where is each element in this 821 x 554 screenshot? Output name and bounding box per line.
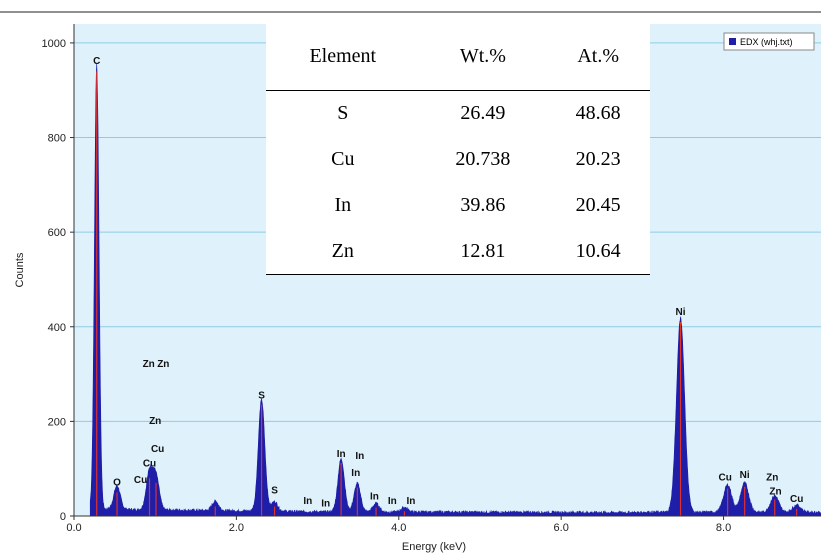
cell-at: 10.64 xyxy=(546,228,650,276)
cell-wt: 20.738 xyxy=(455,147,511,170)
legend-box xyxy=(723,32,815,51)
cell-at: 48.68 xyxy=(575,101,621,124)
peak-label: Cu xyxy=(134,475,147,486)
legend-swatch xyxy=(729,38,736,45)
cell-element: In xyxy=(334,193,352,216)
y-tick-label: 200 xyxy=(48,416,66,428)
spectrum-area xyxy=(89,63,821,517)
peak-label: In xyxy=(337,449,346,460)
peak-label: Ni xyxy=(740,470,750,481)
table-row: S 26.49 48.68 xyxy=(266,90,650,136)
peak-label: C xyxy=(93,56,100,67)
cell-element: Cu xyxy=(331,147,355,170)
peak-label: Zn xyxy=(149,416,161,427)
peak-label: Zn xyxy=(143,359,155,370)
header-at-percent: At.% xyxy=(546,24,650,91)
peak-label: Zn xyxy=(769,487,781,498)
y-tick-label: 600 xyxy=(48,227,66,239)
peak-label: In xyxy=(407,496,416,507)
peak-label: In xyxy=(355,451,364,462)
composition-table: Element Wt.% At.% S 26.49 48.68 Cu 20.73… xyxy=(266,24,650,276)
peak-label: S xyxy=(258,391,265,402)
axes xyxy=(73,24,821,517)
peak-label: In xyxy=(370,491,379,502)
y-tick-label: 0 xyxy=(60,511,66,523)
x-axis-label: Energy (keV) xyxy=(402,541,466,553)
peak-label: Cu xyxy=(151,444,164,455)
table-row: In 39.86 20.45 xyxy=(266,182,650,228)
y-tick-label: 800 xyxy=(48,133,66,145)
peak-label: Cu xyxy=(790,494,803,505)
peak-label: Ni xyxy=(676,307,686,318)
header-wt-percent: Wt.% xyxy=(419,24,547,91)
y-tick-label: 400 xyxy=(48,322,66,334)
cell-element: S xyxy=(337,101,349,124)
tick-labels: 0 200 400 600 800 1000 0.0 2.0 4.0 6.0 8.0 xyxy=(42,38,732,534)
x-tick-label: 0.0 xyxy=(66,522,81,534)
cell-wt: 12.81 xyxy=(419,228,547,276)
peak-label: In xyxy=(351,468,360,479)
peak-label: Cu xyxy=(143,458,156,469)
x-tick-label: 6.0 xyxy=(554,522,569,534)
peak-markers xyxy=(96,71,798,516)
table-header-row: Element Wt.% At.% xyxy=(266,24,650,91)
cell-at: 20.45 xyxy=(575,193,621,216)
peak-label: Cu xyxy=(719,473,732,484)
peak-label: In xyxy=(388,496,397,507)
cell-at: 20.23 xyxy=(575,147,621,170)
table-row: Cu 20.738 20.23 xyxy=(266,136,650,182)
peak-label: In xyxy=(321,499,330,510)
peak-label: Zn xyxy=(157,359,169,370)
cell-element: Zn xyxy=(266,228,420,276)
cell-wt: 39.86 xyxy=(460,193,506,216)
y-axis-label: Counts xyxy=(14,252,26,287)
legend-label: EDX (whj.txt) xyxy=(740,37,793,47)
header-element: Element xyxy=(266,24,420,91)
legend: EDX (whj.txt) xyxy=(723,32,815,51)
peak-label: Zn xyxy=(766,473,778,484)
table-row: Zn 12.81 10.64 xyxy=(266,228,650,276)
cell-wt: 26.49 xyxy=(460,101,506,124)
peak-label: S xyxy=(271,485,278,496)
peak-label: O xyxy=(113,477,121,488)
y-tick-label: 1000 xyxy=(42,38,66,50)
x-tick-label: 4.0 xyxy=(391,522,406,534)
peak-label: In xyxy=(303,496,312,507)
x-tick-label: 2.0 xyxy=(229,522,244,534)
x-tick-label: 8.0 xyxy=(716,522,731,534)
